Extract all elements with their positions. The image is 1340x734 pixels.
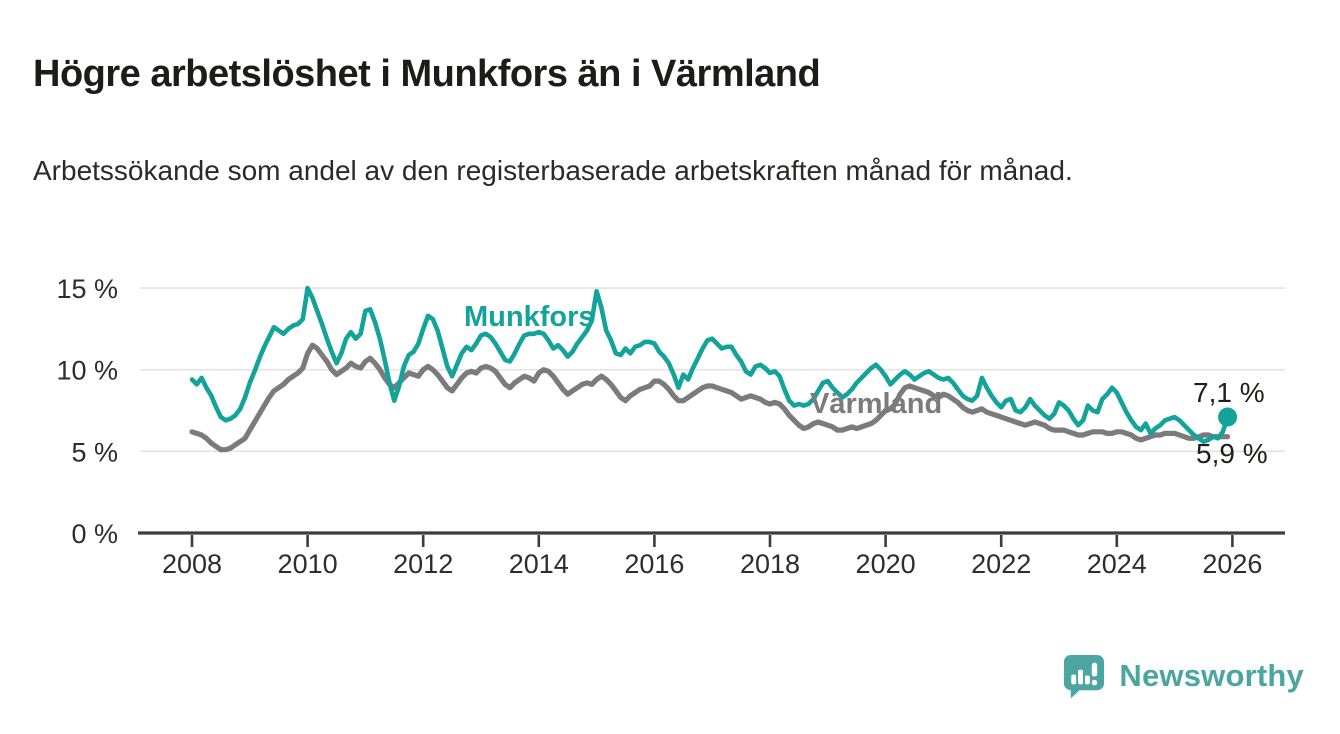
chart-title: Högre arbetslöshet i Munkfors än i Värml… bbox=[33, 53, 821, 96]
series-end-dot-munkfors bbox=[1218, 407, 1238, 427]
y-axis-label: 10 % bbox=[56, 356, 118, 386]
x-axis-label: 2014 bbox=[509, 549, 569, 579]
newsworthy-speech-bubble-chart-icon bbox=[1064, 654, 1105, 699]
end-value-annotation-munkfors: 7,1 % bbox=[1193, 377, 1265, 408]
chart-subtitle: Arbetssökande som andel av den registerb… bbox=[33, 155, 1073, 186]
newsworthy-logo: Newsworthy bbox=[1060, 652, 1304, 699]
x-axis-label: 2022 bbox=[971, 549, 1031, 579]
brand-name: Newsworthy bbox=[1119, 657, 1304, 693]
y-axis-label: 0 % bbox=[71, 519, 118, 549]
series-line-varmland bbox=[189, 342, 1231, 453]
x-axis-label: 2020 bbox=[856, 549, 916, 579]
y-axis-label: 5 % bbox=[71, 437, 118, 467]
x-axis-label: 2010 bbox=[278, 549, 338, 579]
x-axis-label: 2012 bbox=[393, 549, 453, 579]
x-axis-label: 2008 bbox=[162, 549, 222, 579]
end-value-annotation-varmland: 5,9 % bbox=[1196, 438, 1268, 469]
series-line-munkfors bbox=[189, 285, 1230, 444]
series-label-munkfors: Munkfors bbox=[464, 301, 595, 333]
series-label-varmland: Värmland bbox=[810, 388, 943, 420]
x-axis-label: 2024 bbox=[1087, 549, 1147, 579]
x-axis-label: 2026 bbox=[1202, 549, 1262, 579]
x-axis-label: 2018 bbox=[740, 549, 800, 579]
x-axis-label: 2016 bbox=[624, 549, 684, 579]
y-axis-label: 15 % bbox=[56, 274, 118, 304]
